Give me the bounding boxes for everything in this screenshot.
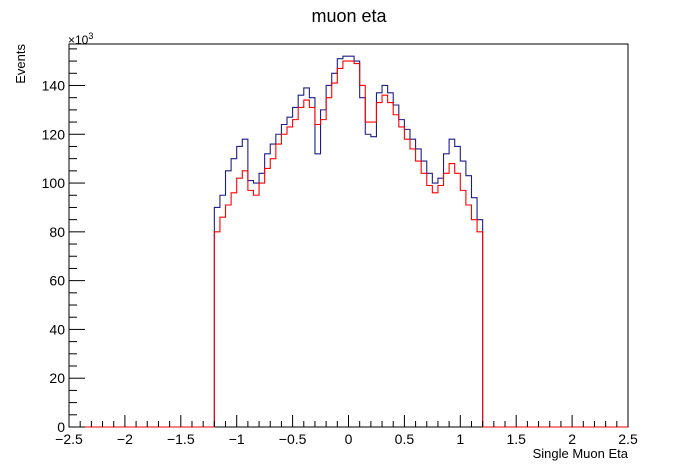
x-tick-label: −0.5 [279,431,307,447]
y-axis-multiplier-base: ×10 [68,33,89,47]
histogram-series-2 [69,60,628,428]
chart-title: muon eta [311,6,387,26]
y-axis: 0 20 40 60 80 100 120 140 [42,48,85,435]
x-tick-label: 1 [456,431,464,447]
y-tick-label: 60 [49,273,65,289]
y-axis-title: Events [13,44,28,84]
x-tick-label: 2.5 [618,431,638,447]
y-tick-label: 80 [49,224,65,240]
y-tick-label: 140 [42,77,66,93]
plot-frame [68,43,629,428]
x-tick-label: −2 [117,431,133,447]
x-axis-title: Single Muon Eta [533,446,629,461]
x-tick-label: −2.5 [55,431,83,447]
y-tick-label: 120 [42,126,66,142]
x-tick-label: 0.5 [395,431,415,447]
x-tick-label: 2 [568,431,576,447]
x-tick-label: −1.5 [167,431,195,447]
histogram-series-group [69,55,628,428]
y-axis-multiplier: ×103 [68,31,93,47]
y-tick-label: 20 [49,370,65,386]
x-tick-label: 0 [345,431,353,447]
y-tick-label: 40 [49,321,65,337]
x-tick-label: −1 [229,431,245,447]
histogram-series-1 [69,55,628,428]
y-tick-label: 0 [57,419,65,435]
x-axis: −2.5 −2 −1.5 −1 −0.5 0 0.5 1 1.5 2 2.5 [55,415,638,447]
x-tick-label: 1.5 [506,431,526,447]
y-axis-multiplier-exponent: 3 [88,31,93,41]
plot-area-border [68,43,629,428]
y-tick-label: 100 [42,175,66,191]
